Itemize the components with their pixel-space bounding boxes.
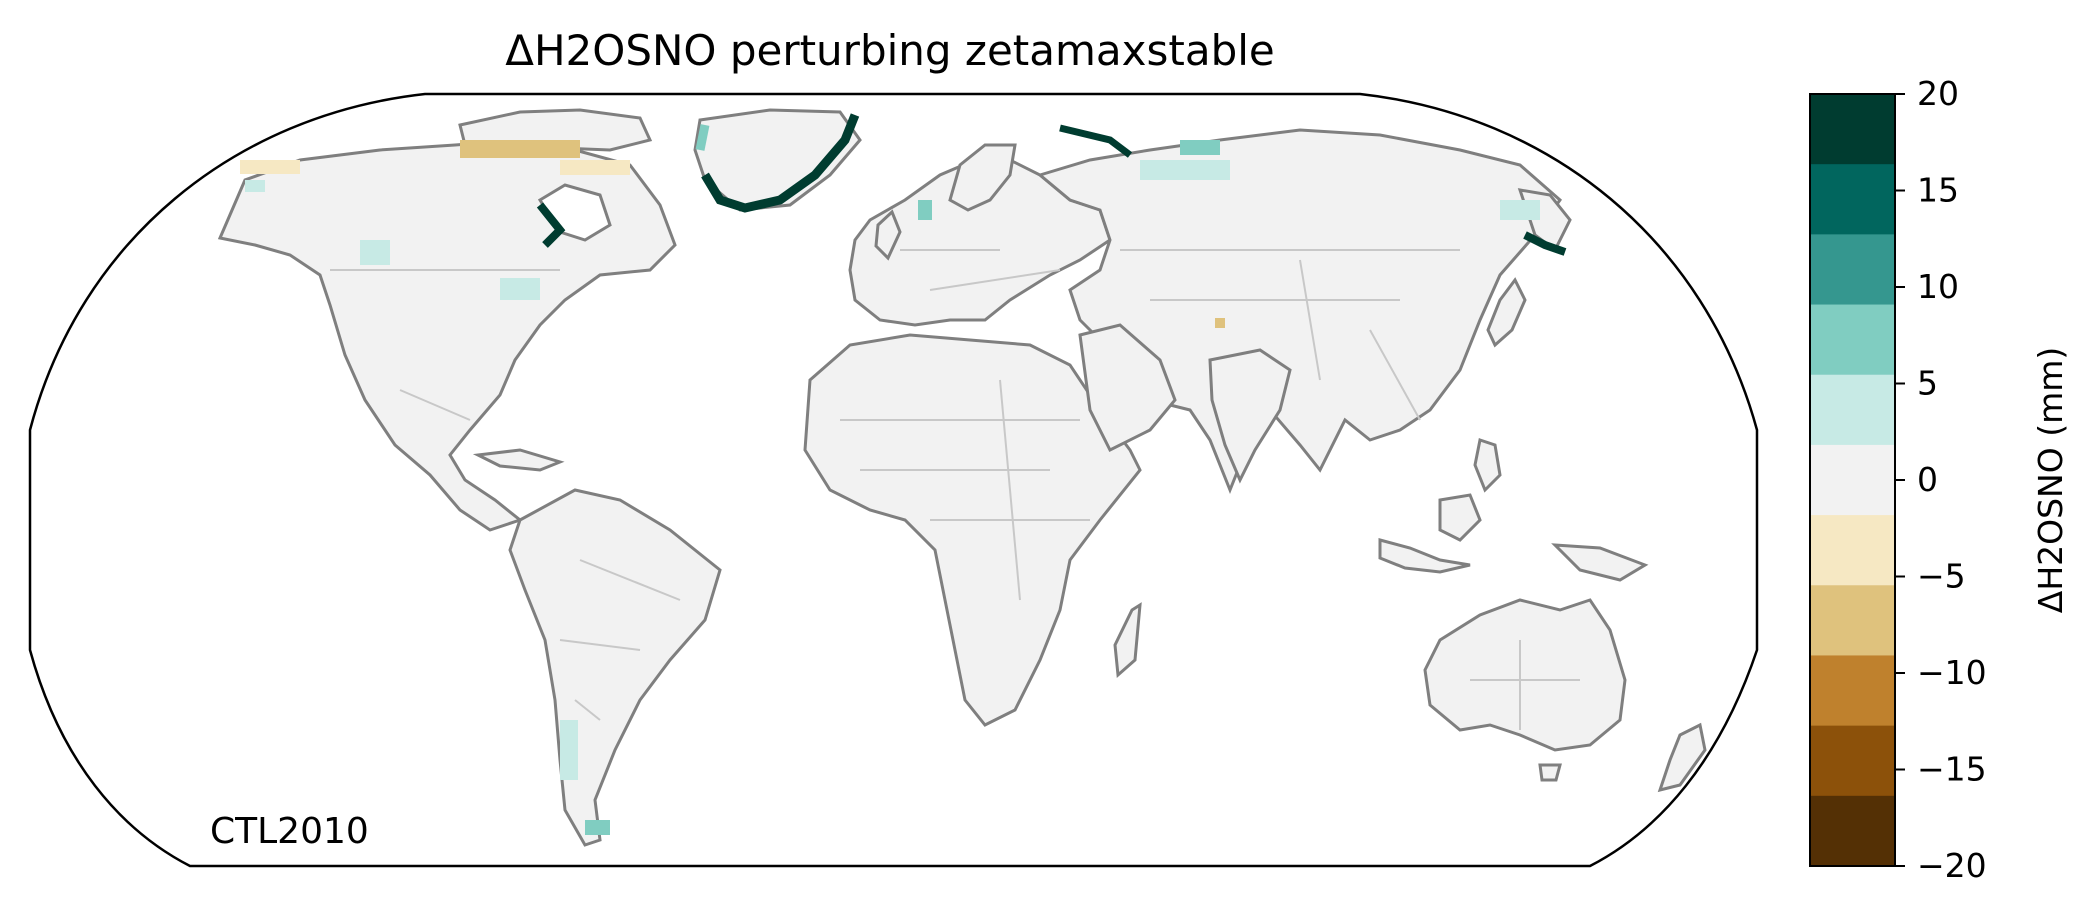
alaska-negative-cells [240,160,300,174]
siberia-moderate-cells [1180,140,1220,155]
map-panel: CTL2010 [28,92,1759,868]
patagonia-light-positive-cells [560,720,578,780]
colorbar-segment [1810,795,1895,867]
south-america-landmass [508,488,722,847]
borneo-island [1438,493,1482,542]
colorbar-tick-label: 10 [1917,267,1959,306]
colorbar-segment [1810,304,1895,376]
australia-landmass [1423,598,1627,752]
map-title: ΔH2OSNO perturbing zetamaxstable [505,26,1275,75]
rockies-light-positive-cells [360,240,390,265]
canada-negative-cells-2 [560,160,630,175]
patagonia-moderate-cells [585,820,610,835]
himalaya-negative-cell [1215,318,1225,328]
quebec-light-positive-cells [500,278,540,300]
greenland-moderate-cells [695,124,710,151]
colorbar: 20 15 10 5 0 −5 −10 −15 −20 ΔH2OSNO (mm) [1809,74,2070,885]
map-content [217,108,1707,847]
kamchatka-strong-cells [1523,231,1567,256]
tasmania-island [1538,763,1562,782]
siberia-light-positive-cells [1140,160,1230,180]
colorbar-tick-label: 0 [1917,460,1938,499]
colorbar-segment [1810,585,1895,656]
siberia-strong-cells [1059,124,1133,158]
greenland-positive-cells [701,113,860,213]
map-boundary [28,92,1759,868]
colorbar-segment [1810,655,1895,727]
colorbar-tick-label: 5 [1917,364,1938,403]
colorbar-tick-label: 15 [1917,171,1959,210]
colorbar-tick-label: −5 [1917,557,1966,596]
scandinavia-light-positive-cells [918,200,932,220]
hudson-positive-cells [536,202,566,248]
far-east-light-positive-cells [1500,200,1540,220]
colorbar-tick-label: −20 [1917,846,1987,885]
colorbar-tick-label: 20 [1917,74,1959,113]
colorbar-segment [1810,444,1895,516]
colorbar-label: ΔH2OSNO (mm) [2031,347,2070,614]
new-guinea-island [1551,543,1649,582]
colorbar-segment [1810,234,1895,306]
colorbar-segment [1810,374,1895,446]
indonesia-islands [1378,538,1471,574]
colorbar-segment [1810,725,1895,797]
colorbar-tick-label: −10 [1917,653,1987,692]
uk-landmass [874,209,902,261]
colorbar-segment [1810,515,1895,586]
colorbar-tick-label: −15 [1917,750,1987,789]
greenland-landmass [693,108,862,212]
colorbar-ticks: 20 15 10 5 0 −5 −10 −15 −20 [1895,74,1987,885]
arabian-peninsula [1078,323,1177,453]
scandinavia-landmass [948,143,1017,212]
snow-change-cells [240,113,1567,835]
india-landmass [1208,348,1292,484]
new-zealand-islands [1657,722,1707,793]
africa-landmass [803,333,1142,727]
colorbar-segments [1810,94,1895,867]
canada-negative-cells-1 [460,140,580,158]
north-america-landmass [217,138,677,532]
madagascar-landmass [1113,602,1142,679]
europe-landmass [848,158,1112,327]
alaska-moderate-cells [245,180,265,192]
japan-landmass [1486,277,1527,348]
colorbar-segment [1810,94,1895,165]
country-borders [330,249,1580,730]
philippines-islands [1473,438,1502,493]
panel-label: CTL2010 [210,811,369,852]
caribbean-islands [472,448,565,472]
colorbar-segment [1810,164,1895,235]
